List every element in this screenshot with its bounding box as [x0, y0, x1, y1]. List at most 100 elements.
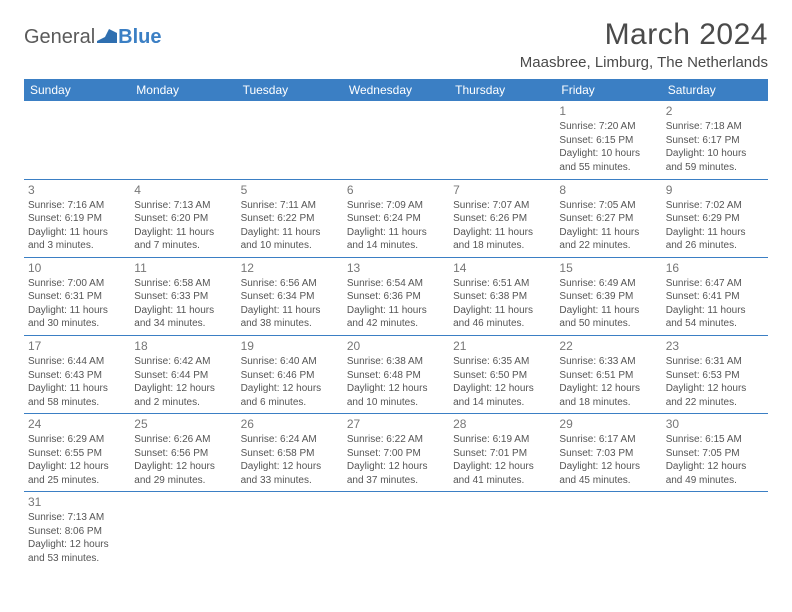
weekday-row: Sunday Monday Tuesday Wednesday Thursday… — [24, 79, 768, 101]
sunset-text: Sunset: 6:15 PM — [559, 134, 657, 148]
day-number: 18 — [134, 338, 232, 354]
daylight-text: Daylight: 10 hours and 59 minutes. — [666, 147, 764, 174]
calendar-cell — [449, 101, 555, 179]
calendar-cell: 9Sunrise: 7:02 AMSunset: 6:29 PMDaylight… — [662, 179, 768, 257]
calendar-cell: 23Sunrise: 6:31 AMSunset: 6:53 PMDayligh… — [662, 335, 768, 413]
sunset-text: Sunset: 6:53 PM — [666, 369, 764, 383]
sunset-text: Sunset: 6:33 PM — [134, 290, 232, 304]
sunrise-text: Sunrise: 7:05 AM — [559, 199, 657, 213]
day-number: 10 — [28, 260, 126, 276]
weekday-header: Wednesday — [343, 79, 449, 101]
daylight-text: Daylight: 12 hours and 22 minutes. — [666, 382, 764, 409]
calendar-cell: 26Sunrise: 6:24 AMSunset: 6:58 PMDayligh… — [237, 414, 343, 492]
day-number: 17 — [28, 338, 126, 354]
calendar-week: 1Sunrise: 7:20 AMSunset: 6:15 PMDaylight… — [24, 101, 768, 179]
sunrise-text: Sunrise: 7:00 AM — [28, 277, 126, 291]
calendar-cell: 27Sunrise: 6:22 AMSunset: 7:00 PMDayligh… — [343, 414, 449, 492]
sunrise-text: Sunrise: 7:20 AM — [559, 120, 657, 134]
sunrise-text: Sunrise: 6:26 AM — [134, 433, 232, 447]
day-number: 31 — [28, 494, 126, 510]
day-number: 26 — [241, 416, 339, 432]
day-number: 29 — [559, 416, 657, 432]
calendar-week: 3Sunrise: 7:16 AMSunset: 6:19 PMDaylight… — [24, 179, 768, 257]
sunrise-text: Sunrise: 6:17 AM — [559, 433, 657, 447]
calendar-cell — [24, 101, 130, 179]
calendar-cell: 30Sunrise: 6:15 AMSunset: 7:05 PMDayligh… — [662, 414, 768, 492]
sunrise-text: Sunrise: 6:54 AM — [347, 277, 445, 291]
sunset-text: Sunset: 6:34 PM — [241, 290, 339, 304]
sunrise-text: Sunrise: 6:51 AM — [453, 277, 551, 291]
day-number: 12 — [241, 260, 339, 276]
sunset-text: Sunset: 7:01 PM — [453, 447, 551, 461]
sunset-text: Sunset: 7:00 PM — [347, 447, 445, 461]
day-number: 23 — [666, 338, 764, 354]
daylight-text: Daylight: 10 hours and 55 minutes. — [559, 147, 657, 174]
daylight-text: Daylight: 11 hours and 58 minutes. — [28, 382, 126, 409]
day-number: 14 — [453, 260, 551, 276]
sunrise-text: Sunrise: 6:44 AM — [28, 355, 126, 369]
calendar-cell: 25Sunrise: 6:26 AMSunset: 6:56 PMDayligh… — [130, 414, 236, 492]
daylight-text: Daylight: 12 hours and 33 minutes. — [241, 460, 339, 487]
sunrise-text: Sunrise: 6:22 AM — [347, 433, 445, 447]
logo: General Blue — [24, 26, 162, 49]
sunrise-text: Sunrise: 7:09 AM — [347, 199, 445, 213]
day-number: 15 — [559, 260, 657, 276]
sunset-text: Sunset: 6:41 PM — [666, 290, 764, 304]
day-number: 2 — [666, 103, 764, 119]
daylight-text: Daylight: 12 hours and 6 minutes. — [241, 382, 339, 409]
calendar-cell: 24Sunrise: 6:29 AMSunset: 6:55 PMDayligh… — [24, 414, 130, 492]
sunset-text: Sunset: 6:19 PM — [28, 212, 126, 226]
day-number: 7 — [453, 182, 551, 198]
calendar-cell: 3Sunrise: 7:16 AMSunset: 6:19 PMDaylight… — [24, 179, 130, 257]
calendar-cell: 14Sunrise: 6:51 AMSunset: 6:38 PMDayligh… — [449, 257, 555, 335]
calendar-cell: 31Sunrise: 7:13 AMSunset: 8:06 PMDayligh… — [24, 492, 130, 570]
calendar-cell: 10Sunrise: 7:00 AMSunset: 6:31 PMDayligh… — [24, 257, 130, 335]
daylight-text: Daylight: 12 hours and 2 minutes. — [134, 382, 232, 409]
sunset-text: Sunset: 6:38 PM — [453, 290, 551, 304]
day-number: 16 — [666, 260, 764, 276]
day-number: 27 — [347, 416, 445, 432]
calendar-cell: 29Sunrise: 6:17 AMSunset: 7:03 PMDayligh… — [555, 414, 661, 492]
sunrise-text: Sunrise: 6:35 AM — [453, 355, 551, 369]
day-number: 28 — [453, 416, 551, 432]
day-number: 25 — [134, 416, 232, 432]
sunrise-text: Sunrise: 7:13 AM — [134, 199, 232, 213]
sunset-text: Sunset: 6:39 PM — [559, 290, 657, 304]
sunset-text: Sunset: 6:56 PM — [134, 447, 232, 461]
weekday-header: Monday — [130, 79, 236, 101]
daylight-text: Daylight: 12 hours and 37 minutes. — [347, 460, 445, 487]
calendar-cell: 7Sunrise: 7:07 AMSunset: 6:26 PMDaylight… — [449, 179, 555, 257]
day-number: 3 — [28, 182, 126, 198]
daylight-text: Daylight: 11 hours and 42 minutes. — [347, 304, 445, 331]
daylight-text: Daylight: 11 hours and 10 minutes. — [241, 226, 339, 253]
daylight-text: Daylight: 11 hours and 3 minutes. — [28, 226, 126, 253]
day-number: 13 — [347, 260, 445, 276]
sunrise-text: Sunrise: 6:49 AM — [559, 277, 657, 291]
weekday-header: Sunday — [24, 79, 130, 101]
day-number: 11 — [134, 260, 232, 276]
sunset-text: Sunset: 6:17 PM — [666, 134, 764, 148]
day-number: 4 — [134, 182, 232, 198]
sunset-text: Sunset: 6:20 PM — [134, 212, 232, 226]
daylight-text: Daylight: 12 hours and 14 minutes. — [453, 382, 551, 409]
location: Maasbree, Limburg, The Netherlands — [520, 54, 768, 71]
sunset-text: Sunset: 6:51 PM — [559, 369, 657, 383]
day-number: 5 — [241, 182, 339, 198]
sunrise-text: Sunrise: 6:33 AM — [559, 355, 657, 369]
sunrise-text: Sunrise: 6:31 AM — [666, 355, 764, 369]
sunset-text: Sunset: 6:46 PM — [241, 369, 339, 383]
daylight-text: Daylight: 12 hours and 25 minutes. — [28, 460, 126, 487]
sunrise-text: Sunrise: 6:29 AM — [28, 433, 126, 447]
sunrise-text: Sunrise: 7:02 AM — [666, 199, 764, 213]
calendar-cell — [237, 492, 343, 570]
daylight-text: Daylight: 12 hours and 10 minutes. — [347, 382, 445, 409]
calendar-cell — [343, 492, 449, 570]
calendar-week: 10Sunrise: 7:00 AMSunset: 6:31 PMDayligh… — [24, 257, 768, 335]
day-number: 22 — [559, 338, 657, 354]
sunrise-text: Sunrise: 7:07 AM — [453, 199, 551, 213]
calendar-cell: 18Sunrise: 6:42 AMSunset: 6:44 PMDayligh… — [130, 335, 236, 413]
calendar-cell: 11Sunrise: 6:58 AMSunset: 6:33 PMDayligh… — [130, 257, 236, 335]
day-number: 6 — [347, 182, 445, 198]
sunrise-text: Sunrise: 6:56 AM — [241, 277, 339, 291]
calendar-cell — [237, 101, 343, 179]
